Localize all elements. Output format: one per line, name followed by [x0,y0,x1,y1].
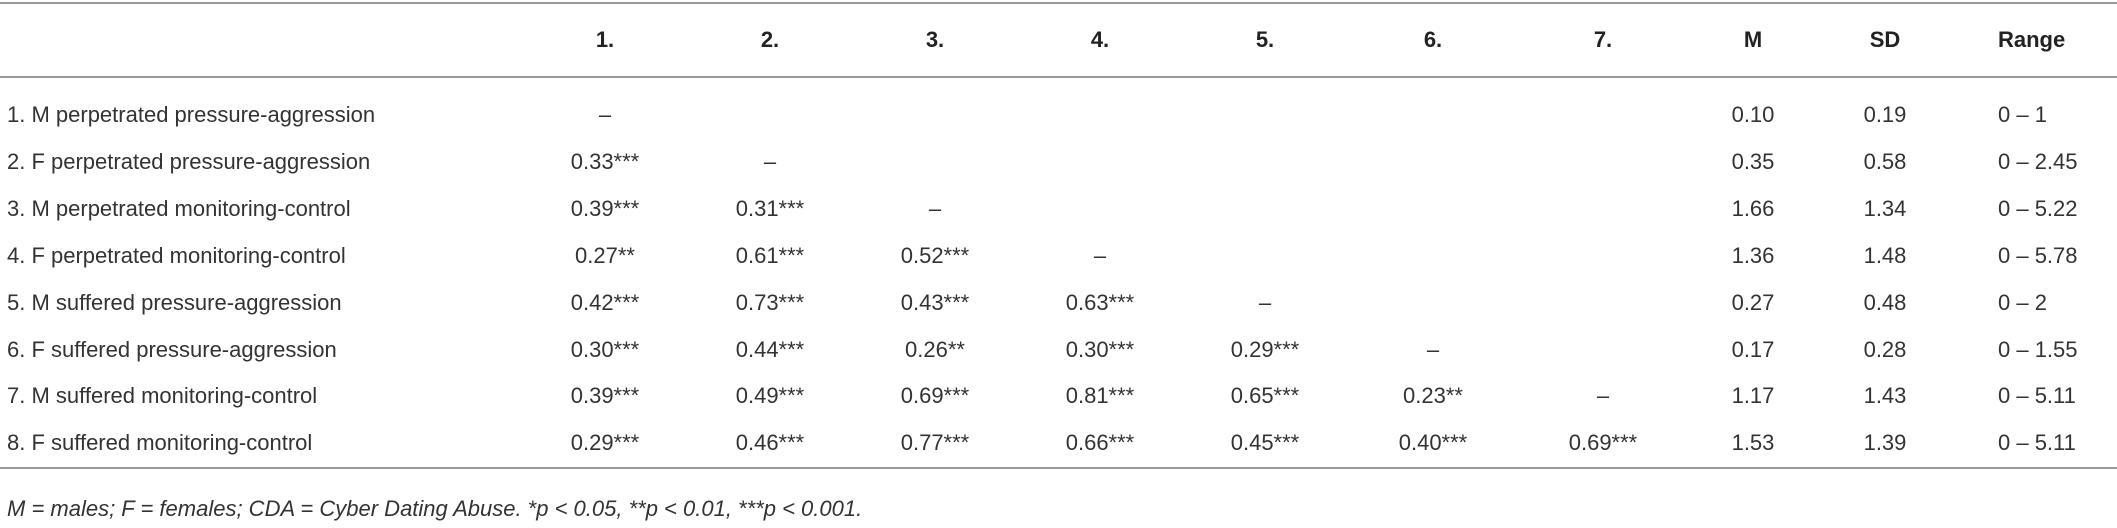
table-cell: 1.39 [1863,430,1907,456]
table-cell: 0.26** [905,336,965,362]
table-cell: 0.27 [1731,289,1775,315]
table-cell: – [1426,336,1440,362]
table-cell: 0.35 [1731,148,1775,174]
table-cell: 1.17 [1731,383,1775,409]
table-cell: – [928,195,942,221]
column-header: 3. [925,27,945,52]
table-cell: 0.29*** [1230,336,1300,362]
table-cell: 0 – 5.11 [1998,383,2076,409]
column-header: 4. [1090,27,1110,52]
table-cell: 0.33*** [570,148,640,174]
table-cell: 0.65*** [1230,383,1300,409]
table-cell: 0.44*** [735,336,805,362]
row-label: 6. F suffered pressure-aggression [7,336,337,362]
column-header: 2. [760,27,780,52]
table-cell: 1.53 [1731,430,1775,456]
header-rule [0,76,2117,78]
table-cell: 0.30*** [1065,336,1135,362]
column-header: 5. [1255,27,1275,52]
table-cell: 0.77*** [900,430,970,456]
table-cell: 0.29*** [570,430,640,456]
table-cell: 1.48 [1863,242,1907,268]
bottom-rule [0,467,2117,469]
table-cell: 0.27** [575,242,635,268]
table-cell: 0 – 2 [1998,289,2047,315]
column-header: 1. [595,27,615,52]
column-header: 7. [1593,27,1613,52]
table-cell: 0 – 2.45 [1998,148,2078,174]
row-label: 1. M perpetrated pressure-aggression [7,102,376,127]
table-cell: 1.36 [1731,242,1775,268]
table-cell: 0.66*** [1065,430,1135,456]
table-cell: – [1093,242,1107,268]
column-header: M [1743,27,1763,52]
table-cell: 0.45*** [1230,430,1300,456]
column-header: SD [1869,27,1901,52]
column-header: 6. [1423,27,1443,52]
table-cell: 1.43 [1863,383,1907,409]
footnote: M = males; F = females; CDA = Cyber Dati… [7,496,863,521]
table-cell: 0.42*** [570,289,640,315]
row-label: 5. M suffered pressure-aggression [7,289,342,315]
row-label: 8. F suffered monitoring-control [7,430,313,456]
table-cell: 0.39*** [570,383,640,409]
table-cell: 0.81*** [1065,383,1135,409]
table-cell: 0.69*** [1568,430,1638,456]
table-cell: 0.39*** [570,195,640,221]
table-cell: 0.30*** [570,336,640,362]
table-cell: – [598,102,612,127]
table-cell: 0.63*** [1065,289,1135,315]
table-cell: 0.10 [1731,102,1775,127]
table-cell: 0.19 [1863,102,1907,127]
table-cell: 0 – 5.22 [1998,195,2078,221]
table-cell: 0.46*** [735,430,805,456]
table-cell: 1.34 [1863,195,1907,221]
table-cell: 0.40*** [1398,430,1468,456]
table-cell: 0 – 1 [1998,102,2047,127]
table-cell: 0.73*** [735,289,805,315]
table-cell: 0.31*** [735,195,805,221]
row-label: 2. F perpetrated pressure-aggression [7,148,371,174]
table-cell: 0.49*** [735,383,805,409]
table-cell: 0.48 [1863,289,1907,315]
table-cell: 0.17 [1731,336,1775,362]
top-rule [0,2,2117,4]
table-cell: 0 – 1.55 [1998,336,2078,362]
column-header: Range [1998,27,2066,52]
table-cell: – [763,148,777,174]
table-cell: 0.58 [1863,148,1907,174]
table-cell: 0 – 5.11 [1998,430,2076,456]
row-label: 4. F perpetrated monitoring-control [7,242,346,268]
table-cell: – [1258,289,1272,315]
table-cell: 1.66 [1731,195,1775,221]
table-cell: 0.43*** [900,289,970,315]
table-cell: 0.28 [1863,336,1907,362]
table-cell: 0 – 5.78 [1998,242,2078,268]
table-cell: 0.69*** [900,383,970,409]
row-label: 7. M suffered monitoring-control [7,383,318,409]
table-cell: 0.23** [1403,383,1463,409]
table-cell: – [1596,383,1610,409]
table-cell: 0.52*** [900,242,970,268]
row-label: 3. M perpetrated monitoring-control [7,195,351,221]
table-cell: 0.61*** [735,242,805,268]
